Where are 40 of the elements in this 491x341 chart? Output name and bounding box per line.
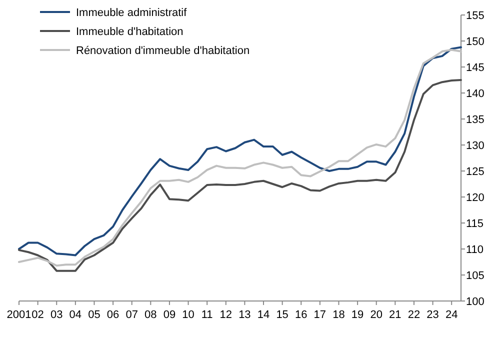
x-tick-label: 20 [370,309,382,321]
x-tick-label: 06 [106,309,120,321]
x-tick-label: 02 [32,309,44,321]
legend-label: Immeuble administratif [76,7,188,19]
x-tick-label: 13 [238,309,251,321]
x-tick-label: 05 [88,309,100,321]
x-tick-label: 08 [144,309,157,321]
x-tick-label: 24 [445,309,458,321]
x-tick-label: 19 [351,309,364,321]
x-tick-label: 18 [332,309,345,321]
x-tick-label: 22 [408,309,420,321]
x-tick-label: 03 [50,309,63,321]
x-tick-label: 10 [182,309,194,321]
legend-label: Immeuble d'habitation [76,26,184,38]
x-tick-label: 16 [295,309,308,321]
line-series [18,79,462,272]
y-tick-label: 105 [466,270,484,282]
legend-label: Rénovation d'immeuble d'habitation [76,45,250,57]
x-tick-label: 04 [69,309,82,321]
y-tick-label: 150 [466,36,484,48]
y-tick-label: 110 [466,244,484,256]
y-tick-label: 130 [466,140,484,152]
x-tick-label: 11 [201,309,213,321]
y-tick-label: 100 [466,296,484,308]
x-tick-label: 17 [314,309,326,321]
x-tick-label: 12 [220,309,232,321]
y-tick-label: 120 [466,192,484,204]
x-tick-label: 09 [163,309,176,321]
y-tick-label: 125 [466,166,484,178]
x-tick-label: 21 [389,309,402,321]
y-tick-label: 140 [466,88,484,100]
x-tick-label: 23 [426,309,439,321]
x-tick-label: 15 [276,309,288,321]
y-tick-label: 145 [466,62,484,74]
y-tick-label: 155 [466,10,484,22]
y-tick-label: 115 [466,218,484,230]
x-tick-label: 07 [126,309,138,321]
y-tick-label: 135 [466,114,484,126]
x-tick-label: 2001 [6,309,32,321]
x-tick-label: 14 [257,309,270,321]
